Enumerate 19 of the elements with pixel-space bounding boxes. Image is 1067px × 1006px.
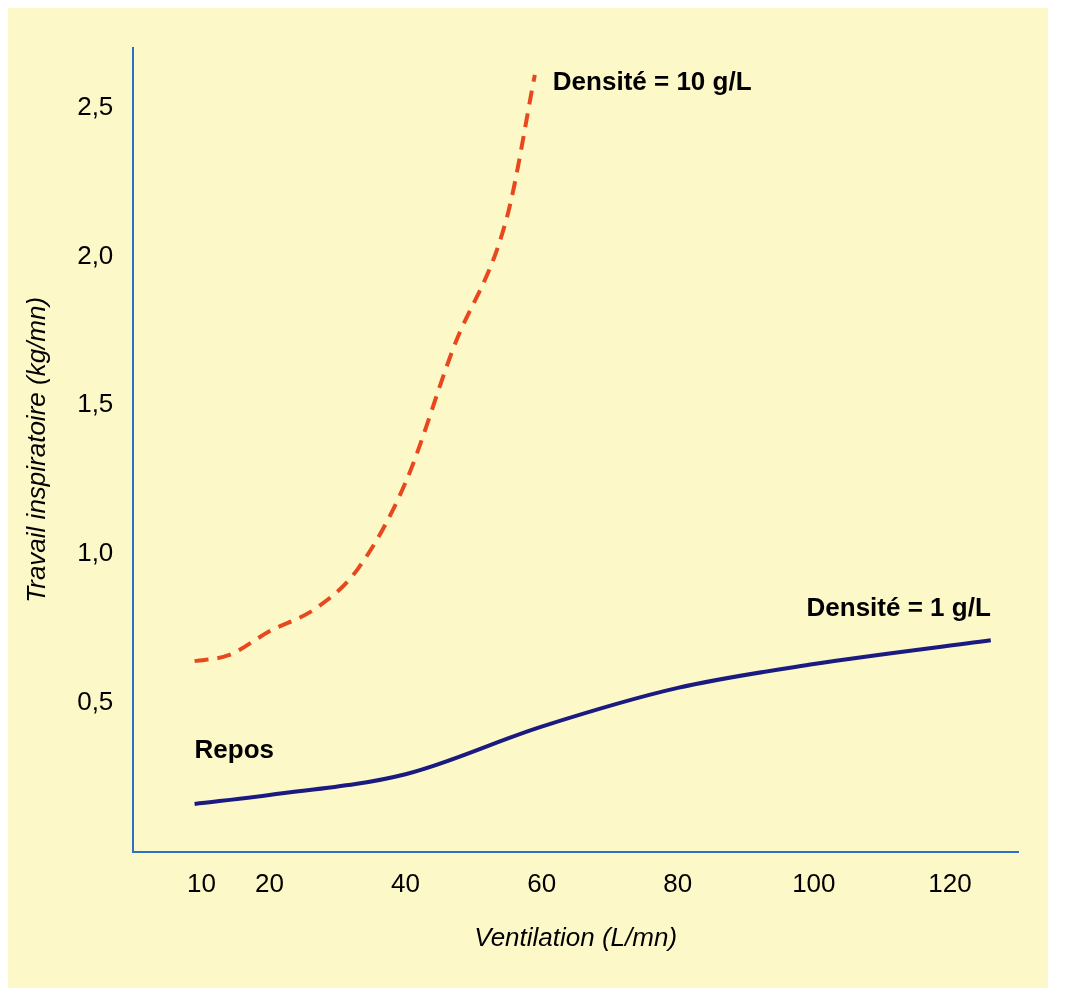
annotation: Repos	[194, 734, 275, 765]
x-tick-label: 60	[527, 868, 557, 899]
x-tick-label: 10	[186, 868, 216, 899]
y-tick-label: 2,5	[77, 90, 114, 121]
line-series	[192, 638, 993, 806]
x-tick-label: 20	[254, 868, 284, 899]
y-tick-label: 1,0	[77, 537, 114, 568]
series-label: Densité = 10 g/L	[552, 65, 752, 96]
x-tick-label: 40	[391, 868, 421, 899]
y-tick-label: 0,5	[77, 685, 114, 716]
x-tick-label: 100	[792, 868, 836, 899]
y-tick-label: 2,0	[77, 239, 114, 270]
y-axis-title: Travail inspiratoire (kg/mn)	[20, 296, 51, 603]
series-label: Densité = 1 g/L	[806, 592, 991, 623]
x-tick-label: 80	[663, 868, 693, 899]
x-axis-title: Ventilation (L/mn)	[474, 921, 678, 952]
line-series	[192, 72, 537, 664]
x-tick-label: 120	[928, 868, 972, 899]
y-tick-label: 1,5	[77, 388, 114, 419]
